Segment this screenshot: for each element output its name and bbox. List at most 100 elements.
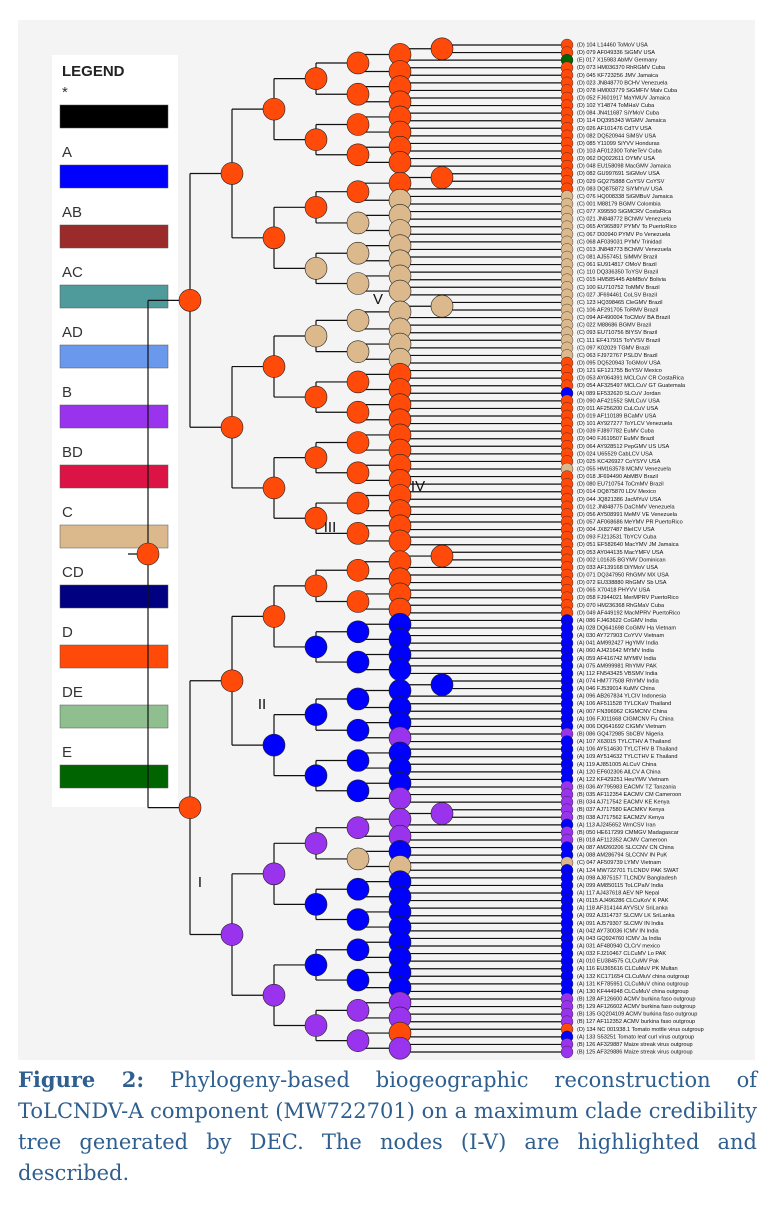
legend-swatch [59, 344, 169, 369]
legend-label: DE [62, 684, 83, 701]
node-pie [304, 574, 328, 598]
leaf-label: (C) 021 JN848772 BChMV Venezuela [577, 217, 672, 223]
leaf-label: (E) 017 X15983 AbMV Germany [577, 58, 657, 64]
leaf-label: (A) 089 EF532620 SLCuV Jordan [577, 391, 661, 397]
leaf-label: (D) 026 AF101476 CdTV USA [577, 126, 652, 132]
leaf-label: (A) 091 AJ579307 SLCMV IN India [577, 921, 664, 927]
leaf-label: (D) 065 X70418 PHYVV USA [577, 588, 650, 594]
leaf-label: (C) 065 AY965897 PYMV To PuertoRico [577, 224, 677, 230]
node-pie [178, 289, 202, 312]
leaf-label: (A) 088 AM286794 SLCCNV IN PuK [577, 853, 667, 859]
leaf-label: (D) 085 Y11099 SiYVV Honduras [577, 141, 660, 147]
leaf-label: (A) 086 FJ463622 CoGMV India [577, 618, 658, 624]
leaf-label: (D) 103 AF012300 ToNeTeV Cuba [577, 148, 663, 154]
leaf-label: (D) 014 DQ875870 LDV Mexico [577, 489, 656, 495]
leaf-label: (A) 117 AJ437618 AEV NP Nepal [577, 890, 659, 896]
node-pie [304, 832, 328, 855]
node-pie [304, 703, 328, 726]
node-label: V [373, 291, 383, 308]
leaf-label: (C) 076 HQ008338 SiGMBuV Jamaica [577, 194, 674, 200]
leaf-label: (D) 070 HM236368 RhGMaV Cuba [577, 603, 665, 609]
leaf-label: (A) 118 AF314144 AYVSLV SriLanka [577, 906, 669, 912]
leaf-label: (A) 006 DQ641692 CIGMV Vietnam [577, 724, 666, 730]
legend-label: E [62, 744, 72, 761]
node-pie [262, 226, 286, 250]
tip-circle [560, 1045, 574, 1059]
node-label: II [258, 696, 266, 713]
node-pie [430, 294, 454, 318]
node-pie [388, 658, 412, 681]
leaf-label: (C) 111 EF417915 ToYVSV Brazil [577, 338, 660, 344]
leaf-label: (B) 129 AF126602 ACMV burkina faso outgr… [577, 1004, 695, 1010]
node-pie [220, 162, 244, 185]
leaf-label: (D) 134 NC 001938.1 Tomato mottle virus … [577, 1027, 704, 1033]
legend-title: LEGEND [62, 63, 125, 80]
node-pie [346, 211, 370, 235]
legend-label: * [62, 84, 68, 101]
node-pie [346, 431, 370, 454]
legend-label: A [62, 144, 72, 161]
node-pie [346, 877, 370, 901]
node-pie [178, 796, 202, 819]
leaf-label: (C) 081 AJ557451 SiMMV Brazil [577, 254, 657, 260]
leaf-label: (A) 028 DQ641698 CoGMV Ha Vietnam [577, 625, 676, 631]
node-pie [262, 97, 286, 121]
leaf-label: (D) 072 EU338880 RhGMV Sb USA [577, 580, 667, 586]
leaf-label: (A) 087 AM260206 SLCCNV CN China [577, 845, 675, 851]
node-pie [346, 968, 370, 992]
leaf-label: (A) 075 AM999981 RhYMV PAK [577, 663, 657, 669]
leaf-label: (C) 077 X99550 SiGMCRV CostaRica [577, 209, 672, 215]
figure-panel: LEGEND * A AB AC AD B BD C CD D DE E (D) 104 L14460 … [18, 20, 755, 1060]
node-pie [346, 143, 370, 167]
leaf-label: (D) 079 AF049336 SiGMV USA [577, 50, 655, 56]
node-pie [388, 151, 412, 174]
leaf-label: (B) 125 AF329886 Maize streak virus outg… [577, 1049, 693, 1055]
node-label: III [324, 519, 337, 536]
node-pie [262, 355, 286, 378]
legend-label: AD [62, 324, 83, 341]
leaf-label: (D) 049 AF449192 MacMPRV PuertoRico [577, 610, 680, 616]
leaf-label: (A) 092 AJ314737 SLCMV LK SriLanka [577, 913, 676, 919]
leaf-label: (A) 130 KF444948 CLCuMuV china outgroup [577, 989, 689, 995]
node-pie [346, 1029, 370, 1052]
leaf-label: (A) 112 FN543425 VBSMV India [577, 671, 658, 677]
leaf-label: (A) 122 KF429251 HeuYMV Vietnam [577, 777, 669, 783]
leaf-label: (A) 106 FJ011668 CIGMCNV Fu China [577, 716, 674, 722]
node-pie [262, 862, 286, 886]
leaf-label: (A) 010 EU384575 CLCuMV Pak [577, 959, 659, 965]
node-pie [346, 113, 370, 136]
node-pie [304, 506, 328, 530]
leaf-label: (D) 044 JQ821386 JacMYuV USA [577, 497, 662, 503]
leaf-label: (C) 068 AF039031 PYMV Trinidad [577, 239, 662, 245]
leaf-label: (D) 054 AF325497 MCLCuV GT Guatemala [577, 383, 686, 389]
legend-swatch [59, 284, 169, 309]
legend-swatch [59, 584, 169, 609]
leaf-label: (A) 109 AY514632 TYLCTHV E Thailand [577, 754, 677, 760]
leaf-label: (B) 038 AJ717562 EACMZV Kenya [577, 815, 665, 821]
leaf-label: (A) 106 AF511528 TYLCKaV Thailand [577, 701, 671, 707]
leaf-label: (C) 123 HQ398465 CleGMV Brazil [577, 300, 663, 306]
leaf-label: (A) 099 AM850115 ToLCPalV India [577, 883, 664, 889]
legend-swatch [59, 104, 169, 129]
node-pie [262, 605, 286, 628]
leaf-label: (D) 078 HM003779 SiGMFIV Malv Cuba [577, 88, 678, 94]
leaf-label: (D) 011 AF256200 CuLCuV USA [577, 406, 658, 412]
node-pie [388, 787, 412, 810]
leaf-label: (D) 056 AY508991 MeMV VE Venezuela [577, 512, 678, 518]
node-pie [304, 764, 328, 787]
node-pie [304, 446, 328, 469]
leaf-label: (D) 064 AY928512 PepGMV US USA [577, 444, 670, 450]
node-pie [346, 272, 370, 295]
leaf-label: (D) 057 AF068686 MeYMV PR PuertoRico [577, 519, 683, 525]
leaf-label: (A) 116 EU365616 CLCuMuV PK Multan [577, 966, 678, 972]
leaf-label: (C) 093 EU710756 BIYSV Brazil [577, 330, 657, 336]
node-pie [304, 953, 328, 977]
leaf-label: (A) 133 S53251 Tomato leaf curl virus ou… [577, 1034, 694, 1040]
node-pie [346, 687, 370, 711]
legend-label: CD [62, 564, 84, 581]
leaf-label: (D) 102 Y14874 ToMHaV Cuba [577, 103, 655, 109]
leaf-label: (A) 041 AM992427 HgYMV India [577, 641, 659, 647]
leaf-label: (D) 082 GU997691 SiGMoV USA [577, 171, 660, 177]
leaf-label: (B) 037 AJ717580 EACMKV Kenya [577, 807, 665, 813]
